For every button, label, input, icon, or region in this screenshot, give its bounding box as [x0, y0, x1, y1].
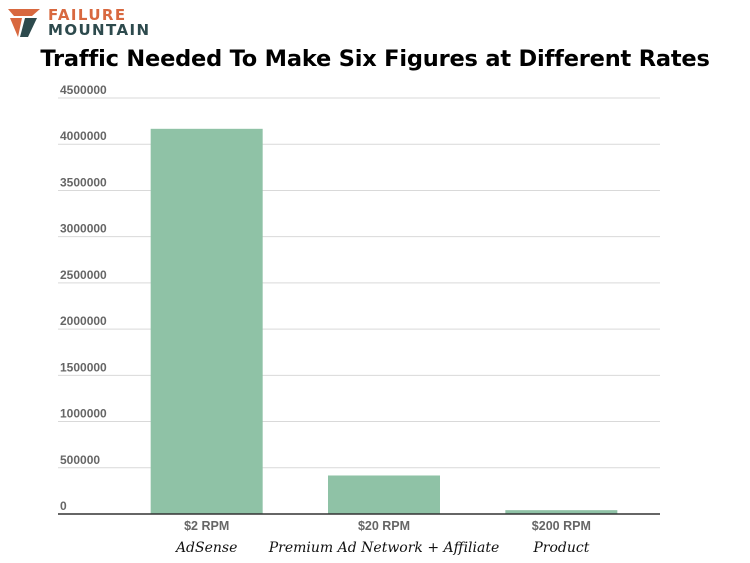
- y-tick-label: 1500000: [60, 360, 107, 374]
- y-tick-label: 2500000: [60, 268, 107, 282]
- brand-name-line2: MOUNTAIN: [48, 21, 151, 39]
- y-tick-label: 1000000: [60, 407, 107, 421]
- y-tick-label: 0: [60, 499, 67, 513]
- brand-name-line1: FAILURE: [48, 6, 127, 24]
- category-sublabel: AdSense: [175, 540, 238, 556]
- x-tick-label: $2 RPM: [184, 519, 229, 533]
- x-tick-label: $20 RPM: [358, 519, 410, 533]
- x-tick-label: $200 RPM: [532, 519, 591, 533]
- brand-name: FAILURE MOUNTAIN: [48, 8, 150, 38]
- mountain-logo-icon: [8, 9, 40, 37]
- bar: [505, 510, 618, 514]
- y-tick-label: 4000000: [60, 129, 107, 143]
- bar: [328, 475, 440, 514]
- y-tick-label: 2000000: [60, 314, 107, 328]
- y-tick-label: 3500000: [60, 175, 107, 189]
- y-tick-label: 3000000: [60, 222, 107, 236]
- brand-logo: FAILURE MOUNTAIN: [6, 7, 149, 41]
- category-sublabel: Product: [533, 540, 590, 556]
- y-tick-label: 500000: [60, 453, 100, 467]
- category-sublabel: Premium Ad Network + Affiliate: [268, 540, 500, 556]
- chart-title: Traffic Needed To Make Six Figures at Di…: [40, 46, 710, 72]
- y-tick-label: 4500000: [60, 83, 107, 97]
- bar: [150, 128, 263, 514]
